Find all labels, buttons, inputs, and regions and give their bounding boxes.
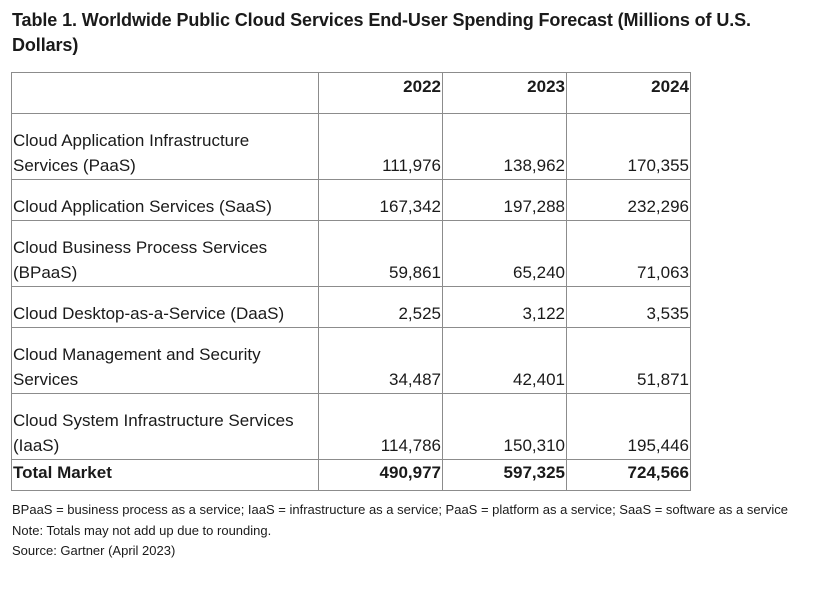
table-row: Cloud Application Infrastructure Service… (11, 113, 691, 180)
cell-2024: 195,446 (566, 393, 691, 460)
cell-2022: 167,342 (318, 179, 443, 221)
cell-2024: 51,871 (566, 327, 691, 394)
total-2024: 724,566 (566, 459, 691, 491)
row-label: Cloud Management and Security Services (11, 327, 319, 394)
total-row: Total Market 490,977 597,325 724,566 (11, 459, 691, 491)
cell-2024: 71,063 (566, 220, 691, 287)
rounding-note: Note: Totals may not add up due to round… (12, 522, 272, 538)
row-label: Cloud Desktop-as-a-Service (DaaS) (11, 286, 319, 328)
header-cell-2022: 2022 (318, 72, 443, 114)
row-label: Cloud Application Services (SaaS) (11, 179, 319, 221)
cell-2023: 3,122 (442, 286, 567, 328)
table-header-row: 2022 2023 2024 (11, 72, 691, 114)
row-label: Cloud Business Process Services (BPaaS) (11, 220, 319, 287)
table-row: Cloud System Infrastructure Services (Ia… (11, 393, 691, 460)
cell-2022: 2,525 (318, 286, 443, 328)
cell-2022: 114,786 (318, 393, 443, 460)
cell-2024: 232,296 (566, 179, 691, 221)
spending-forecast-table: 2022 2023 2024 Cloud Application Infrast… (11, 72, 691, 491)
cell-2023: 65,240 (442, 220, 567, 287)
cell-2023: 138,962 (442, 113, 567, 180)
table-row: Cloud Desktop-as-a-Service (DaaS) 2,525 … (11, 286, 691, 328)
header-cell-2023: 2023 (442, 72, 567, 114)
table-row: Cloud Business Process Services (BPaaS) … (11, 220, 691, 287)
table-row: Cloud Management and Security Services 3… (11, 327, 691, 394)
cell-2024: 3,535 (566, 286, 691, 328)
header-cell-empty (11, 72, 319, 114)
cell-2022: 59,861 (318, 220, 443, 287)
table-notes: BPaaS = business process as a service; I… (12, 500, 812, 562)
row-label: Cloud System Infrastructure Services (Ia… (11, 393, 319, 460)
cell-2022: 34,487 (318, 327, 443, 394)
cell-2022: 111,976 (318, 113, 443, 180)
total-2022: 490,977 (318, 459, 443, 491)
total-2023: 597,325 (442, 459, 567, 491)
total-label: Total Market (11, 459, 319, 491)
row-label: Cloud Application Infrastructure Service… (11, 113, 319, 180)
header-cell-2024: 2024 (566, 72, 691, 114)
table-row: Cloud Application Services (SaaS) 167,34… (11, 179, 691, 221)
cell-2023: 197,288 (442, 179, 567, 221)
cell-2023: 42,401 (442, 327, 567, 394)
cell-2024: 170,355 (566, 113, 691, 180)
table-title: Table 1. Worldwide Public Cloud Services… (12, 10, 751, 55)
source-note: Source: Gartner (April 2023) (12, 543, 176, 558)
cell-2023: 150,310 (442, 393, 567, 460)
abbreviations-note: BPaaS = business process as a service; I… (12, 502, 789, 517)
